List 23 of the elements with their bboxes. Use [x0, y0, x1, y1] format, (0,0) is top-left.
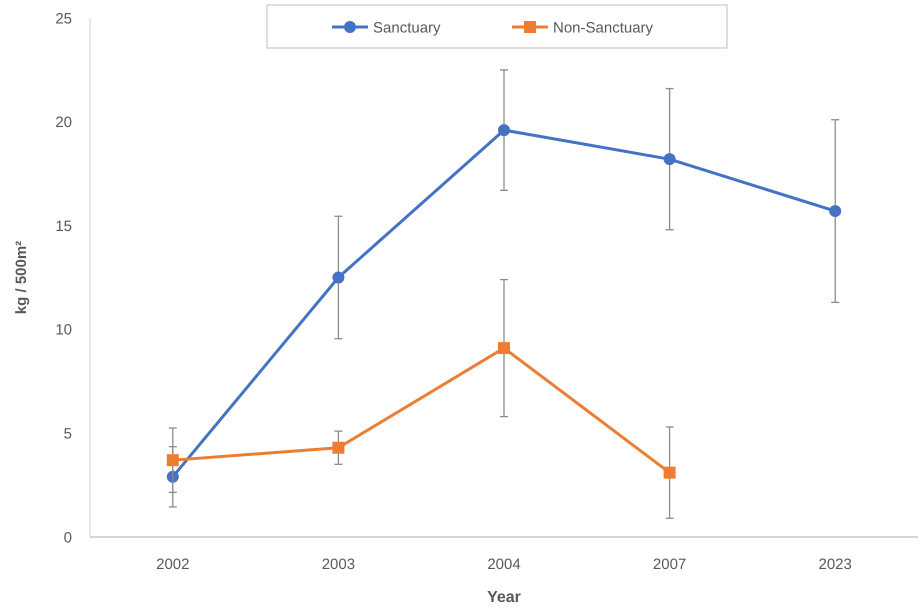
- y-tick-label: 5: [64, 425, 72, 442]
- x-tick-label: 2003: [322, 556, 356, 573]
- x-tick-label: 2007: [652, 556, 686, 573]
- y-axis-title: kg / 500m²: [13, 240, 30, 314]
- y-tick-label: 25: [55, 10, 72, 28]
- x-tick-label: 2023: [818, 556, 852, 573]
- point: [829, 205, 842, 218]
- point: [166, 454, 179, 466]
- point: [498, 124, 510, 136]
- x-tick-label: 2004: [487, 556, 521, 573]
- legend-label: Non-Sanctuary: [553, 19, 654, 36]
- point: [332, 442, 344, 454]
- y-tick-label: 0: [64, 529, 72, 546]
- y-tick-label: 20: [55, 114, 72, 132]
- y-tick-label: 10: [55, 322, 72, 339]
- point: [498, 342, 510, 354]
- legend-label: Sanctuary: [373, 19, 442, 36]
- x-tick-label: 2002: [156, 556, 190, 573]
- y-tick-label: 15: [55, 218, 72, 235]
- x-axis-title: Year: [487, 589, 521, 606]
- point: [664, 466, 676, 479]
- point: [332, 272, 344, 284]
- point: [664, 153, 676, 166]
